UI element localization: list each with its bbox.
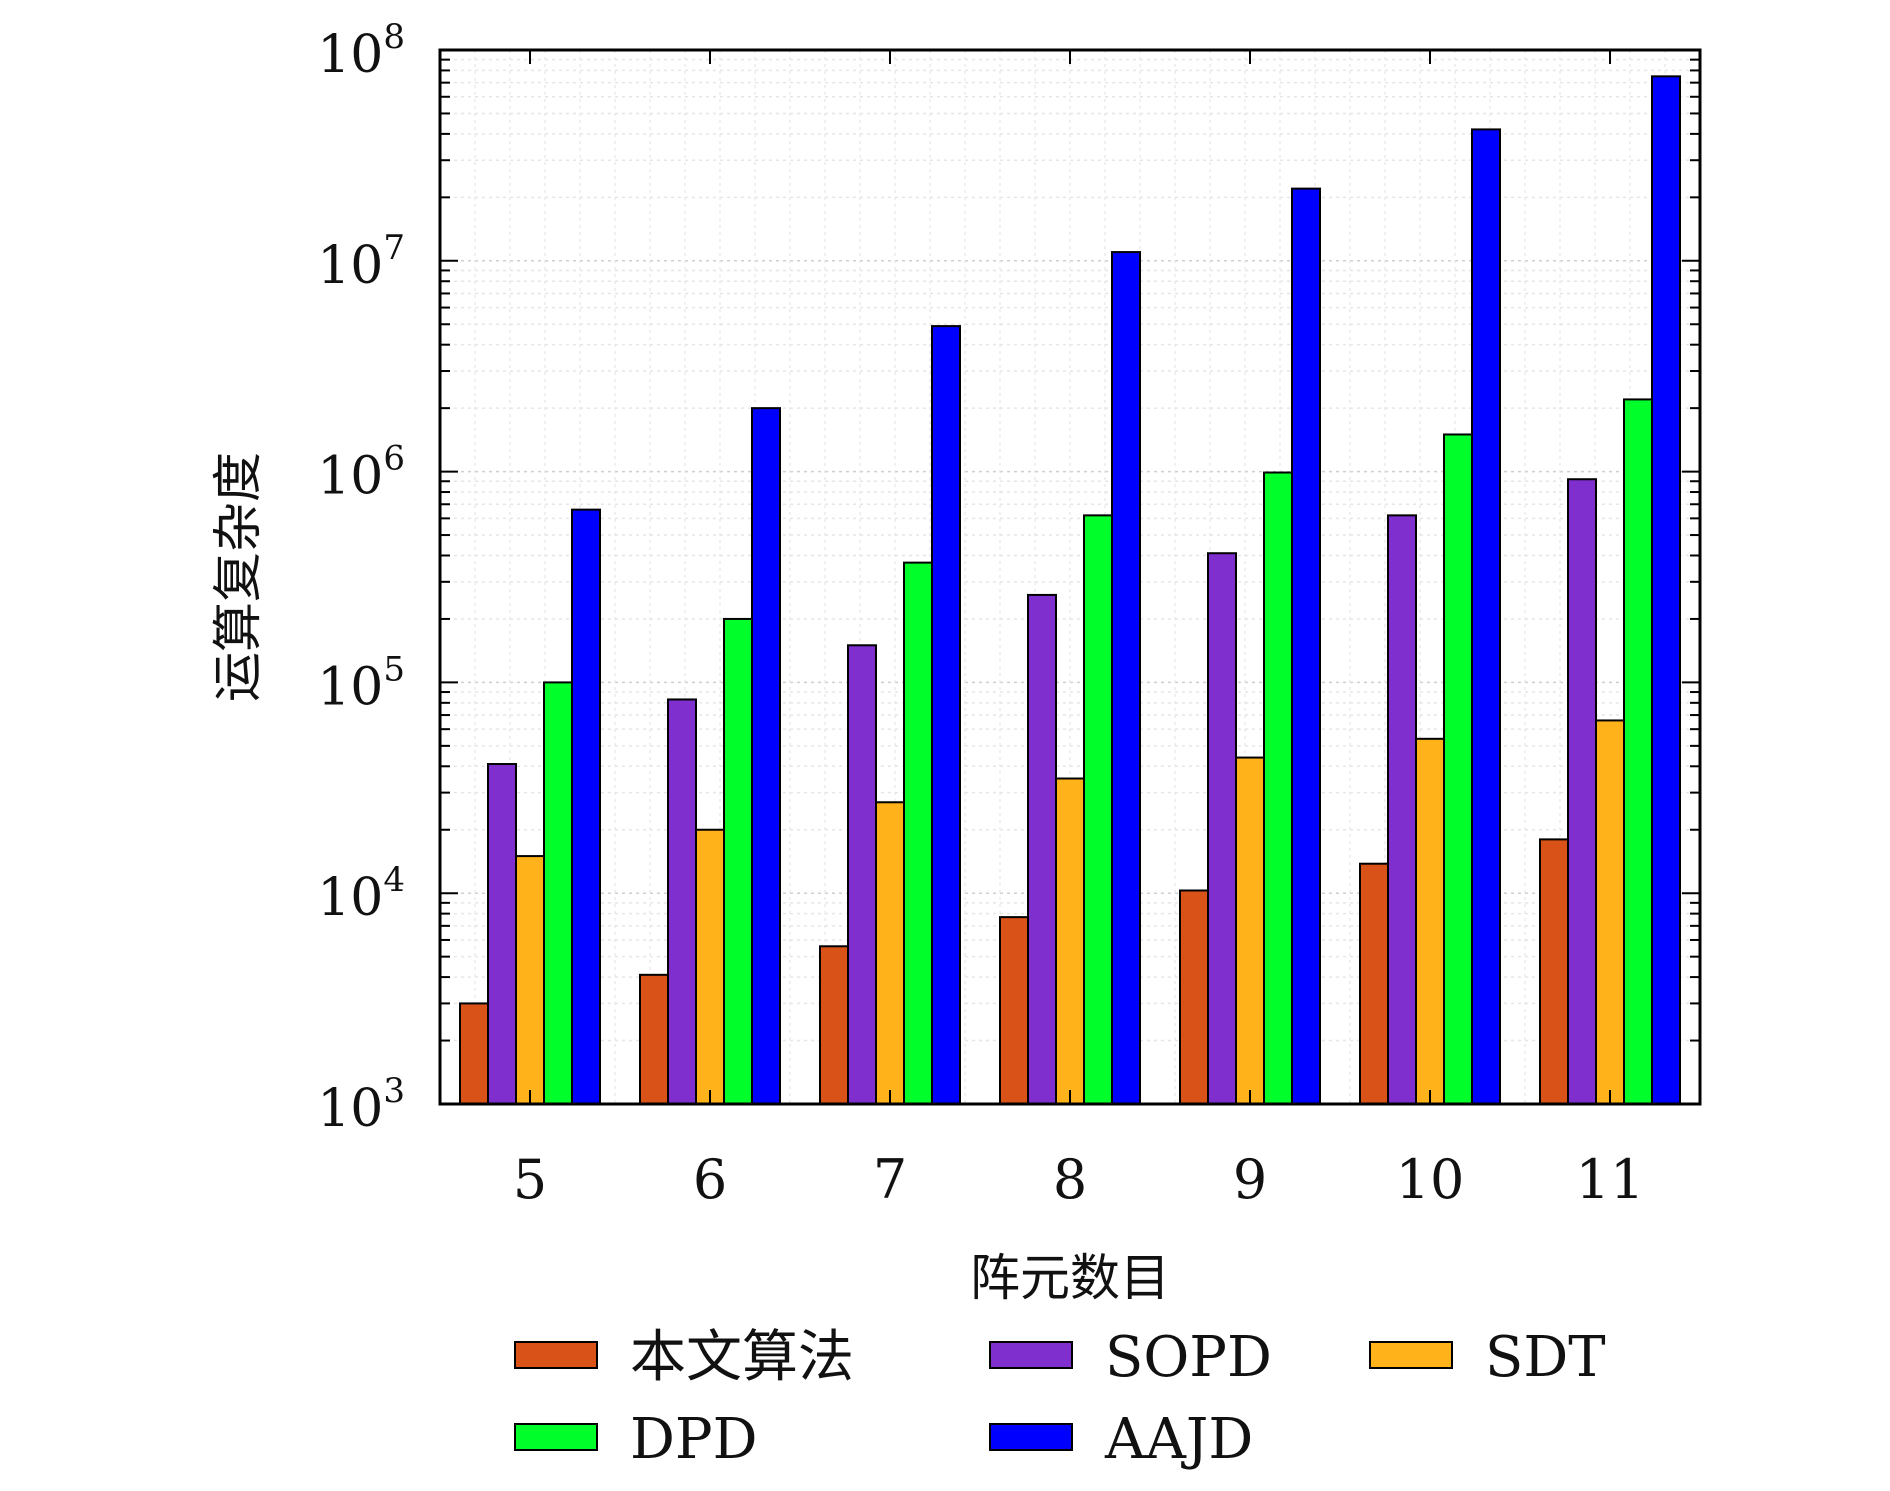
legend-label: DPD <box>630 1407 757 1472</box>
bar <box>1235 756 1265 1105</box>
legend-label: SOPD <box>1105 1325 1272 1390</box>
bar <box>1027 593 1057 1106</box>
x-tick-label: 11 <box>1576 1148 1645 1211</box>
bar <box>723 617 753 1105</box>
y-tick-label: 107 <box>317 228 405 296</box>
y-tick-labels: 103 104 105 106 107 108 <box>317 17 405 1139</box>
y-tick-label: 104 <box>317 860 405 928</box>
x-tick-labels: 5 6 7 8 9 10 11 <box>513 1148 1645 1211</box>
y-axis-label: 运算复杂度 <box>209 452 267 702</box>
bar <box>1207 552 1237 1105</box>
bar <box>751 407 781 1105</box>
legend-swatch <box>989 1423 1073 1451</box>
bar <box>903 561 933 1105</box>
x-tick-label: 7 <box>873 1148 907 1211</box>
x-tick-label: 10 <box>1396 1148 1465 1211</box>
legend-swatch <box>514 1341 598 1369</box>
axis-ticks <box>440 50 1700 1105</box>
legend-label: AAJD <box>1104 1407 1253 1472</box>
bar <box>1111 251 1141 1106</box>
bar <box>1567 478 1597 1105</box>
bar <box>875 801 905 1105</box>
bar <box>1539 838 1569 1105</box>
x-tick-label: 5 <box>513 1148 547 1211</box>
legend-swatch <box>1369 1341 1453 1369</box>
legend-swatch <box>514 1423 598 1451</box>
bar <box>819 945 849 1106</box>
bar <box>459 1002 489 1106</box>
legend: 本文算法 SOPD SDT DPD AAJD <box>514 1325 1606 1472</box>
y-tick-label: 108 <box>317 17 405 85</box>
x-tick-label: 6 <box>693 1148 727 1211</box>
bar <box>695 828 725 1105</box>
bar <box>639 973 669 1105</box>
x-tick-label: 8 <box>1053 1148 1087 1211</box>
bar <box>1415 737 1445 1105</box>
legend-swatch <box>989 1341 1073 1369</box>
legend-label: SDT <box>1485 1325 1606 1390</box>
y-tick-label: 103 <box>317 1071 405 1139</box>
bar <box>1443 433 1473 1105</box>
y-tick-label: 106 <box>317 439 405 507</box>
bar <box>1179 889 1209 1105</box>
bar <box>1471 128 1501 1105</box>
bar <box>1083 514 1113 1105</box>
bar <box>1359 862 1389 1106</box>
bar <box>1623 398 1653 1105</box>
bar <box>667 698 697 1105</box>
bar <box>543 681 573 1106</box>
bar <box>1263 471 1293 1106</box>
bar <box>847 644 877 1105</box>
bar <box>1291 187 1321 1105</box>
x-tick-label: 9 <box>1233 1148 1267 1211</box>
bar <box>1055 777 1085 1105</box>
bar <box>487 763 517 1105</box>
bar <box>931 325 961 1105</box>
y-tick-label: 105 <box>317 649 405 717</box>
bar <box>571 508 601 1105</box>
bar <box>999 916 1029 1105</box>
bars <box>459 75 1681 1106</box>
legend-label: 本文算法 <box>630 1325 854 1390</box>
bar <box>1651 75 1681 1106</box>
bar <box>515 855 545 1105</box>
bar <box>1595 719 1625 1105</box>
x-axis-label: 阵元数目 <box>970 1249 1170 1307</box>
bar <box>1387 514 1417 1105</box>
